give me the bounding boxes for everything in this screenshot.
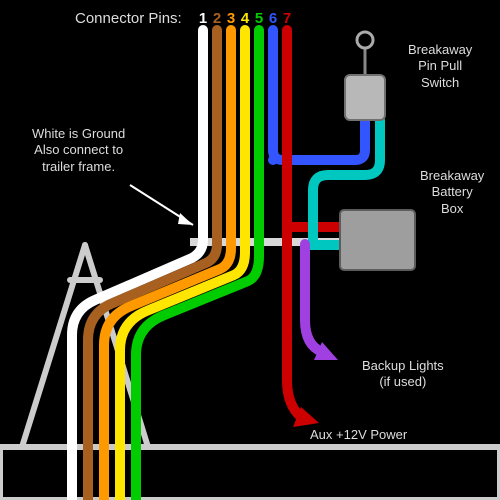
pin-7: 7 bbox=[281, 10, 293, 27]
pin-2: 2 bbox=[211, 10, 223, 27]
label-breakaway-pin: Breakaway Pin Pull Switch bbox=[408, 42, 472, 91]
label-breakaway-battery: Breakaway Battery Box bbox=[420, 168, 484, 217]
arrowheads bbox=[293, 342, 338, 427]
wire-blue-node bbox=[268, 155, 278, 165]
breakaway-pin-pull-switch bbox=[345, 32, 385, 120]
label-backup-lights: Backup Lights (if used) bbox=[362, 358, 444, 391]
pin-1: 1 bbox=[197, 10, 209, 27]
breakaway-battery-box bbox=[340, 210, 415, 270]
pin-6: 6 bbox=[267, 10, 279, 27]
wire-purple bbox=[305, 244, 322, 352]
pin-4: 4 bbox=[239, 10, 251, 27]
connector-pins-header: Connector Pins: bbox=[75, 10, 182, 27]
ground-callout bbox=[130, 185, 193, 225]
label-white-ground: White is Ground Also connect to trailer … bbox=[32, 126, 125, 175]
label-aux-power: Aux +12V Power bbox=[310, 427, 407, 443]
pin-3: 3 bbox=[225, 10, 237, 27]
pin-5: 5 bbox=[253, 10, 265, 27]
